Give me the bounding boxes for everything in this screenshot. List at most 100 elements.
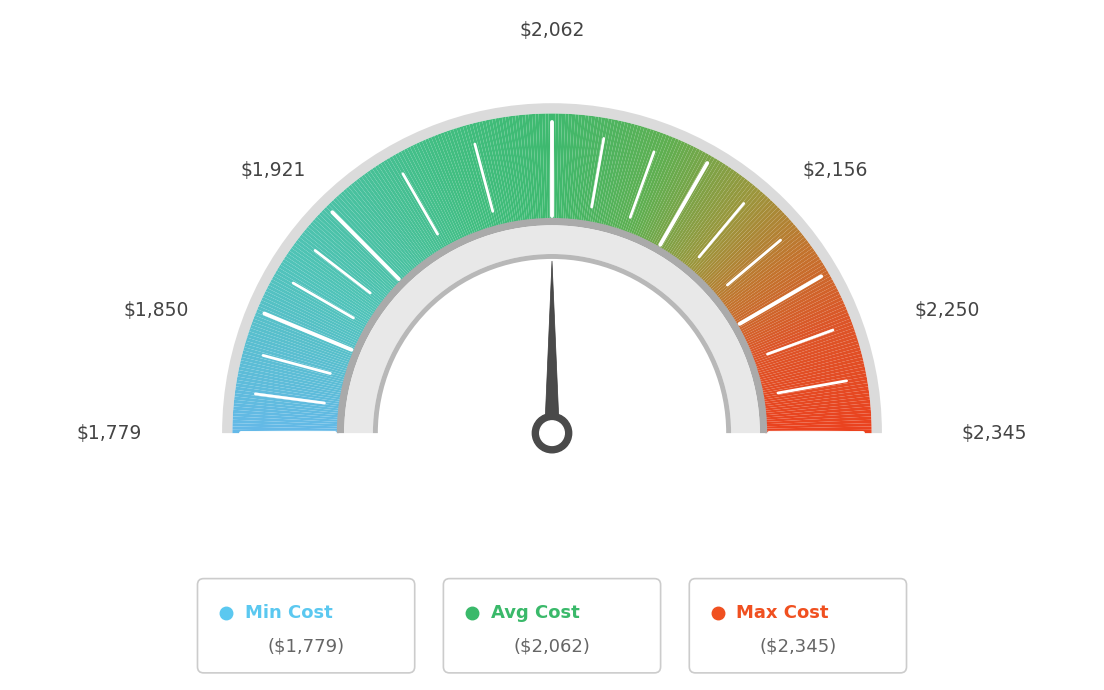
Wedge shape <box>381 161 439 253</box>
Wedge shape <box>437 133 478 234</box>
Wedge shape <box>232 426 339 431</box>
Wedge shape <box>762 373 867 395</box>
Wedge shape <box>690 189 761 272</box>
Wedge shape <box>323 207 401 284</box>
Wedge shape <box>236 380 342 400</box>
Wedge shape <box>399 151 452 246</box>
Wedge shape <box>341 191 413 273</box>
Wedge shape <box>317 215 396 289</box>
Wedge shape <box>762 380 868 400</box>
Wedge shape <box>232 430 339 433</box>
Wedge shape <box>266 288 362 338</box>
Wedge shape <box>596 121 622 225</box>
Wedge shape <box>359 177 425 264</box>
Wedge shape <box>730 256 820 317</box>
Wedge shape <box>732 262 824 321</box>
Wedge shape <box>764 396 870 411</box>
Wedge shape <box>645 146 694 242</box>
Wedge shape <box>274 273 368 328</box>
Wedge shape <box>751 319 851 359</box>
Wedge shape <box>587 118 608 224</box>
Wedge shape <box>714 227 798 297</box>
Wedge shape <box>250 328 351 365</box>
Wedge shape <box>620 130 657 232</box>
Wedge shape <box>549 113 552 220</box>
Wedge shape <box>434 135 476 235</box>
Text: Min Cost: Min Cost <box>245 604 332 622</box>
Wedge shape <box>235 390 341 406</box>
Wedge shape <box>721 237 807 304</box>
Wedge shape <box>428 137 471 237</box>
Wedge shape <box>765 423 872 428</box>
Wedge shape <box>694 195 768 276</box>
Wedge shape <box>466 124 497 228</box>
Wedge shape <box>263 294 360 342</box>
Wedge shape <box>222 104 882 433</box>
Wedge shape <box>278 265 371 323</box>
Wedge shape <box>665 161 723 253</box>
Wedge shape <box>248 331 350 367</box>
Wedge shape <box>647 147 697 244</box>
Wedge shape <box>670 167 732 257</box>
Wedge shape <box>236 383 341 402</box>
Wedge shape <box>447 130 484 232</box>
Wedge shape <box>275 270 369 326</box>
Wedge shape <box>240 360 344 386</box>
Wedge shape <box>728 250 816 313</box>
Text: $2,156: $2,156 <box>802 161 868 180</box>
Wedge shape <box>763 390 869 406</box>
Wedge shape <box>737 276 832 331</box>
Wedge shape <box>496 118 517 224</box>
Text: $2,345: $2,345 <box>962 424 1028 442</box>
Wedge shape <box>628 135 670 235</box>
Wedge shape <box>422 140 467 239</box>
Wedge shape <box>344 226 760 433</box>
Wedge shape <box>598 121 625 226</box>
Wedge shape <box>673 170 737 259</box>
Wedge shape <box>609 125 641 228</box>
Wedge shape <box>561 114 569 220</box>
Text: ($2,062): ($2,062) <box>513 638 591 656</box>
Wedge shape <box>757 351 861 380</box>
Wedge shape <box>700 202 776 281</box>
Wedge shape <box>753 325 853 363</box>
Wedge shape <box>761 366 866 391</box>
Wedge shape <box>499 117 519 223</box>
Wedge shape <box>450 129 486 231</box>
Wedge shape <box>668 165 729 255</box>
Wedge shape <box>459 126 492 229</box>
Wedge shape <box>643 144 691 241</box>
Wedge shape <box>319 212 399 287</box>
Wedge shape <box>255 313 354 355</box>
Wedge shape <box>375 165 436 255</box>
Wedge shape <box>735 270 829 326</box>
Wedge shape <box>454 128 488 230</box>
Wedge shape <box>306 227 390 297</box>
Wedge shape <box>242 353 346 382</box>
Wedge shape <box>701 205 778 282</box>
Wedge shape <box>247 335 349 369</box>
Wedge shape <box>243 347 347 378</box>
Wedge shape <box>713 224 796 295</box>
Wedge shape <box>742 288 838 338</box>
Wedge shape <box>272 276 367 331</box>
Wedge shape <box>407 147 457 244</box>
Text: Max Cost: Max Cost <box>736 604 829 622</box>
Wedge shape <box>603 123 631 227</box>
Wedge shape <box>659 156 714 250</box>
Wedge shape <box>761 370 866 393</box>
Wedge shape <box>626 133 667 234</box>
Wedge shape <box>259 300 358 346</box>
Wedge shape <box>463 125 495 228</box>
Wedge shape <box>762 377 868 397</box>
Wedge shape <box>672 169 734 258</box>
Wedge shape <box>676 172 740 261</box>
Wedge shape <box>592 119 615 224</box>
Wedge shape <box>233 413 339 422</box>
Wedge shape <box>512 115 528 221</box>
Wedge shape <box>704 210 783 286</box>
Wedge shape <box>506 117 523 222</box>
Wedge shape <box>241 357 346 384</box>
Wedge shape <box>710 219 792 292</box>
Wedge shape <box>705 212 785 287</box>
